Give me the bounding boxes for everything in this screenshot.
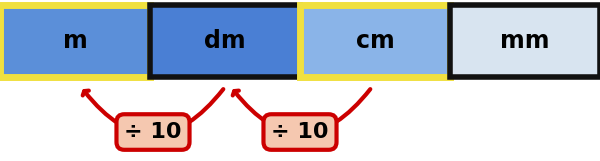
Text: mm: mm: [500, 29, 550, 53]
Bar: [0, 5, 150, 77]
Text: dm: dm: [204, 29, 246, 53]
Bar: [300, 5, 450, 77]
Bar: [450, 5, 600, 77]
Text: ÷ 10: ÷ 10: [271, 122, 329, 142]
Bar: [150, 5, 300, 77]
Text: cm: cm: [356, 29, 394, 53]
Text: m: m: [62, 29, 88, 53]
Text: ÷ 10: ÷ 10: [124, 122, 182, 142]
